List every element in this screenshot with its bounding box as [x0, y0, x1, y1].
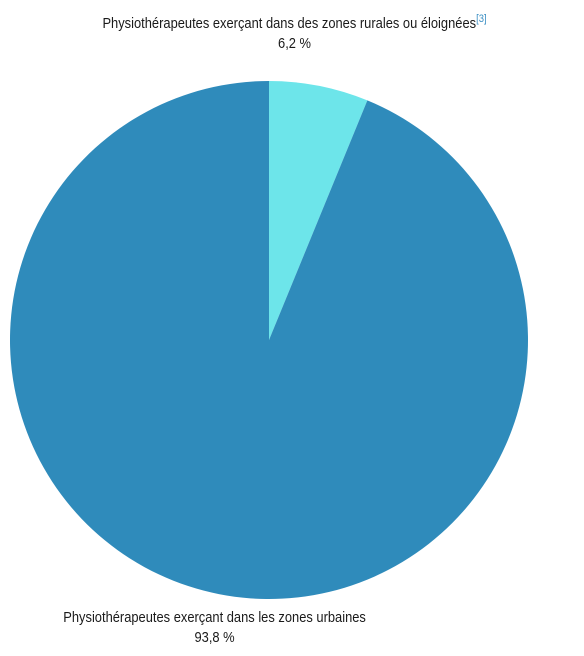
- slice-label-rural: Physiothérapeutes exerçant dans des zone…: [43, 14, 545, 54]
- slice-label-urban: Physiothérapeutes exerçant dans les zone…: [30, 608, 400, 648]
- footnote-link[interactable]: [3]: [476, 13, 487, 25]
- slice-label-urban-text: Physiothérapeutes exerçant dans les zone…: [63, 609, 366, 626]
- slice-value-urban: 93,8 %: [194, 629, 235, 646]
- pie-slice-rural: [269, 81, 368, 340]
- slice-label-rural-text: Physiothérapeutes exerçant dans des zone…: [102, 15, 477, 32]
- pie-slices: [9, 81, 529, 599]
- pie-slice-urban: [9, 81, 529, 599]
- slice-value-rural: 6,2 %: [278, 35, 312, 52]
